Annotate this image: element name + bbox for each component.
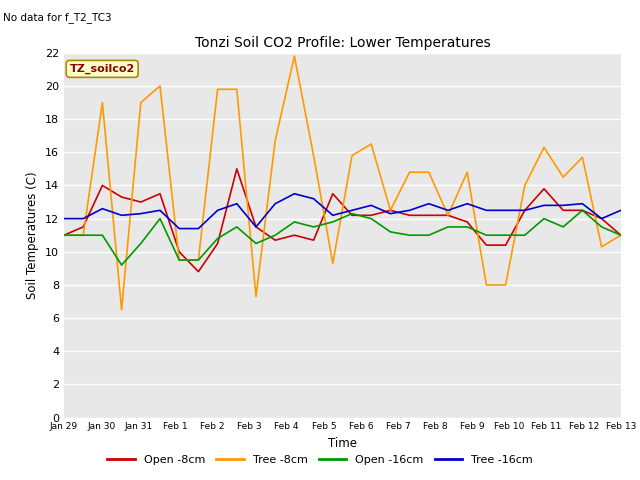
Y-axis label: Soil Temperatures (C): Soil Temperatures (C): [26, 171, 39, 299]
X-axis label: Time: Time: [328, 437, 357, 450]
Legend: Open -8cm, Tree -8cm, Open -16cm, Tree -16cm: Open -8cm, Tree -8cm, Open -16cm, Tree -…: [102, 451, 538, 469]
Title: Tonzi Soil CO2 Profile: Lower Temperatures: Tonzi Soil CO2 Profile: Lower Temperatur…: [195, 36, 490, 50]
Text: No data for f_T2_TC3: No data for f_T2_TC3: [3, 12, 112, 23]
Text: TZ_soilco2: TZ_soilco2: [70, 64, 135, 74]
